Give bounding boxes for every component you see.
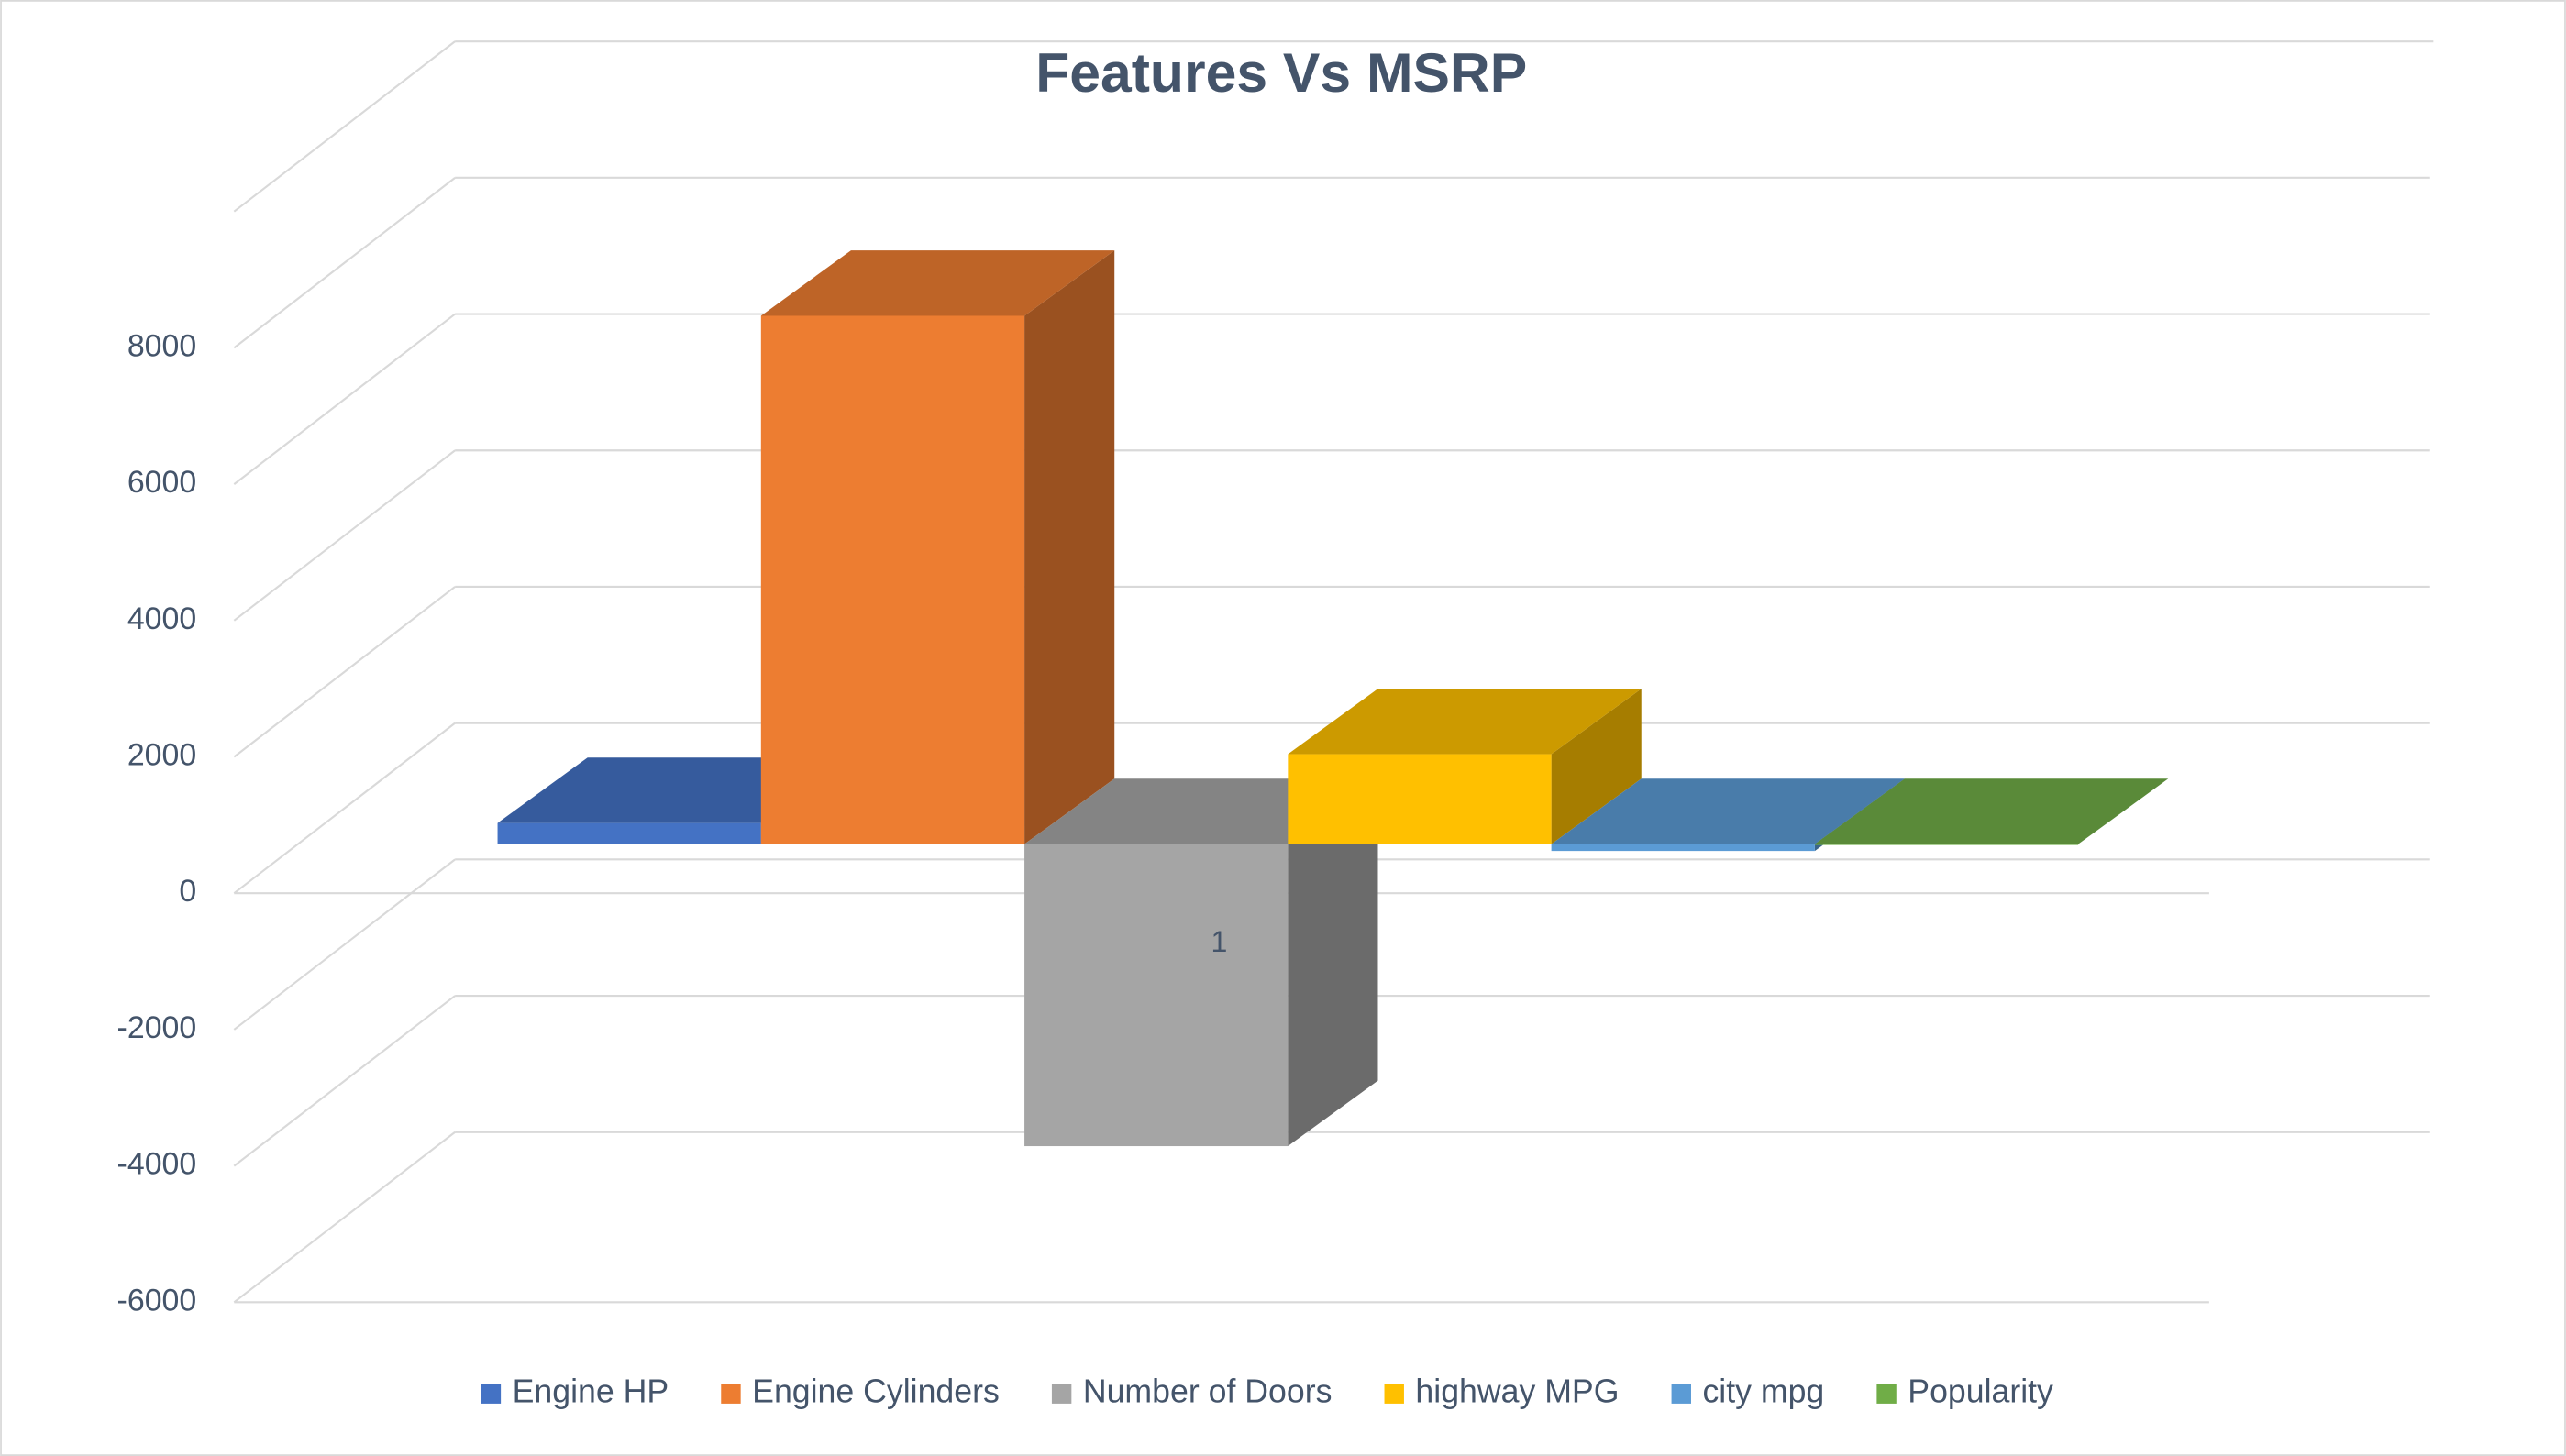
legend-swatch: [1384, 1384, 1404, 1404]
grid-line: [233, 176, 456, 349]
y-tick-label: 8000: [127, 328, 196, 363]
grid-line: [233, 586, 456, 758]
y-tick-label: 6000: [127, 465, 196, 500]
legend: Engine HP Engine Cylinders Number of Doors…: [481, 1373, 2053, 1410]
y-tick-label: 2000: [127, 737, 196, 772]
bar: [1024, 844, 1289, 1147]
grid: -6000 -4000 -2000 0 2000 4000 6000 8000: [117, 40, 2434, 1318]
grid-line: [233, 449, 456, 622]
legend-label: city mpg: [1702, 1373, 1824, 1410]
legend-swatch: [481, 1384, 502, 1404]
bars: 1: [497, 250, 2169, 1147]
bar-side: [1024, 250, 1115, 844]
legend-swatch: [1671, 1384, 1691, 1404]
legend-swatch: [721, 1384, 741, 1404]
legend-label: Popularity: [1908, 1373, 2053, 1410]
y-tick-label: 4000: [127, 601, 196, 636]
grid-line: [233, 995, 456, 1167]
y-tick-label: -2000: [117, 1010, 197, 1045]
y-tick-label: -6000: [117, 1283, 197, 1318]
bar: [760, 315, 1025, 844]
grid-line: [233, 722, 456, 895]
bar-side: [1288, 778, 1378, 1147]
side-wall-edge: [233, 40, 456, 213]
bar: [497, 822, 761, 844]
bar-top: [1288, 689, 1642, 755]
legend-label: Engine HP: [513, 1373, 669, 1410]
legend-label: Engine Cylinders: [752, 1373, 1000, 1410]
bar-top: [1551, 778, 1906, 844]
grid-line: [233, 1131, 456, 1304]
grid-line: [233, 858, 456, 1031]
legend-swatch: [1051, 1384, 1072, 1404]
category-label: 1: [1211, 925, 1227, 958]
legend-label: Number of Doors: [1083, 1373, 1333, 1410]
bar-top: [760, 250, 1115, 316]
y-tick-label: -4000: [117, 1147, 197, 1182]
chart-title: Features Vs MSRP: [1035, 41, 1527, 104]
grid-line: [233, 313, 456, 485]
bar: [1551, 844, 1815, 852]
bar: [1814, 844, 2079, 845]
legend-label: highway MPG: [1415, 1373, 1619, 1410]
bar-side: [1551, 689, 1642, 844]
y-tick-label: 0: [179, 874, 196, 909]
bar: [1288, 754, 1552, 844]
legend-swatch: [1876, 1384, 1897, 1404]
bar-top: [1814, 778, 2169, 844]
